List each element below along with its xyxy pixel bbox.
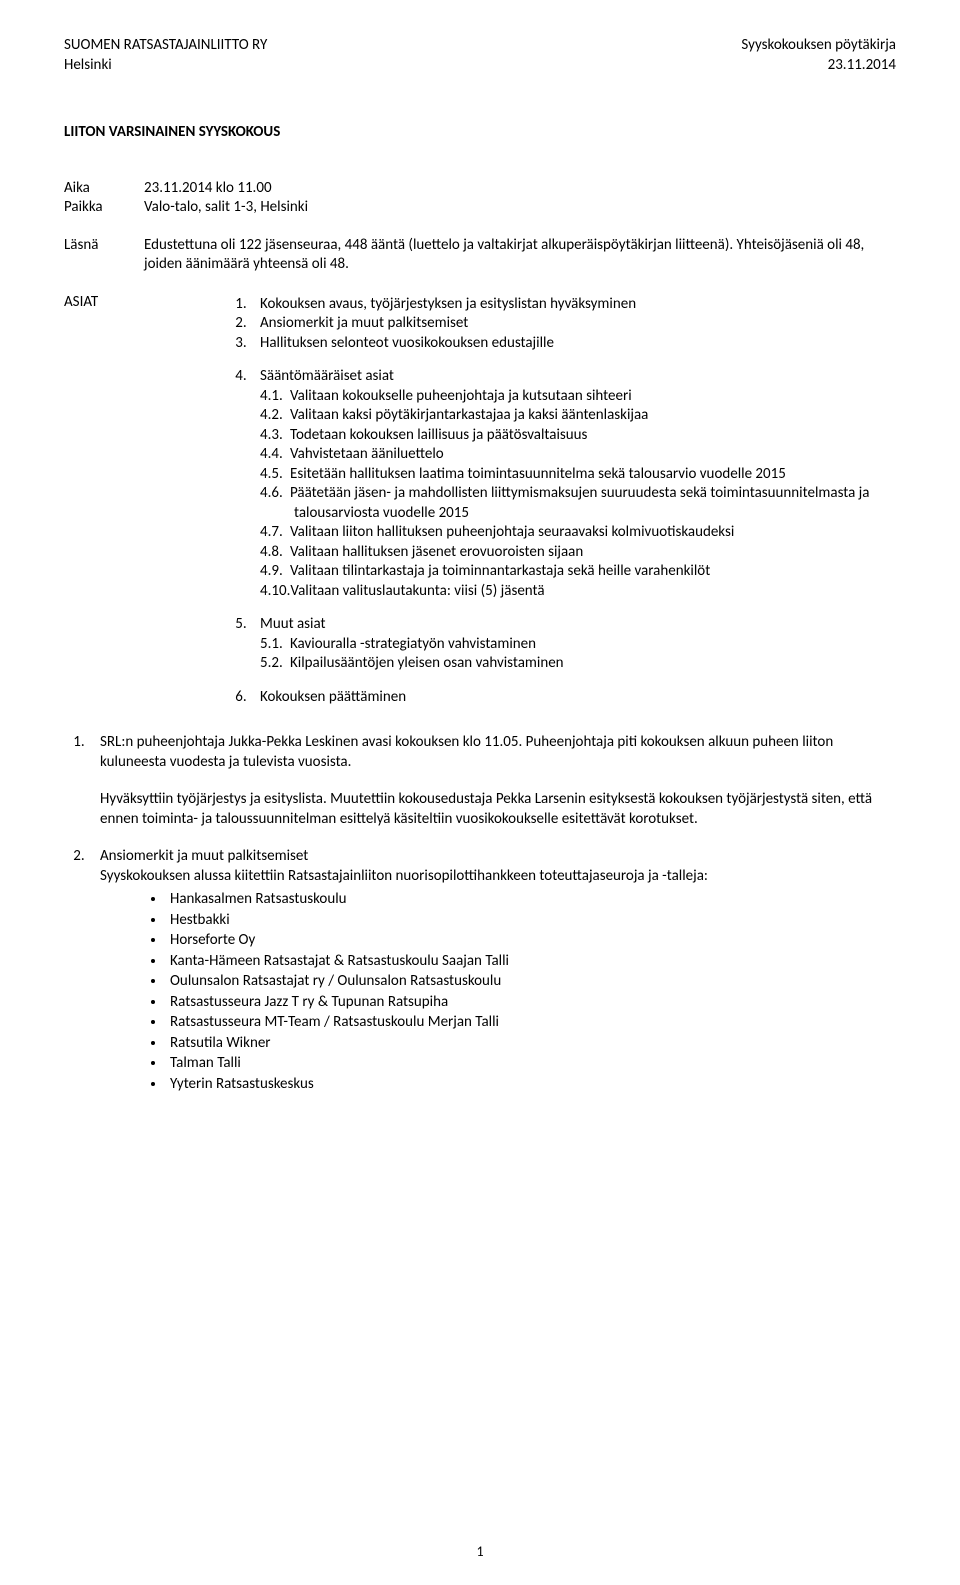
page-title: LIITON VARSINAINEN SYYSKOKOUS — [64, 123, 896, 143]
asiat-item-4-title: Sääntömääräiset asiat — [260, 367, 394, 385]
org-city: Helsinki — [64, 56, 267, 76]
asiat-5-1: 5.1.Kaviouralla -strategiatyön vahvistam… — [260, 635, 896, 655]
bullet-item: Yyterin Ratsastuskeskus — [166, 1075, 896, 1095]
asiat-4-4: 4.4.Vahvistetaan ääniluettelo — [260, 445, 896, 465]
doc-type: Syyskokouksen pöytäkirja — [741, 36, 896, 56]
asiat-item-2: Ansiomerkit ja muut palkitsemiset — [250, 314, 896, 334]
bullet-item: Oulunsalon Ratsastajat ry / Oulunsalon R… — [166, 972, 896, 992]
bullet-item: Hankasalmen Ratsastuskoulu — [166, 890, 896, 910]
bullet-item: Hestbakki — [166, 911, 896, 931]
asiat-4-5: 4.5.Esitetään hallituksen laatima toimin… — [260, 465, 896, 485]
header-left: SUOMEN RATSASTAJAINLIITTO RY Helsinki — [64, 36, 267, 75]
asiat-item-4: Sääntömääräiset asiat 4.1.Valitaan kokou… — [250, 367, 896, 601]
asiat-item-3: Hallituksen selonteot vuosikokouksen edu… — [250, 334, 896, 354]
asiat-5-2: 5.2.Kilpailusääntöjen yleisen osan vahvi… — [260, 654, 896, 674]
doc-date: 23.11.2014 — [741, 56, 896, 76]
body-2-title: Ansiomerkit ja muut palkitsemiset — [100, 847, 308, 865]
bullet-item: Talman Talli — [166, 1054, 896, 1074]
meta-paikka-label: Paikka — [64, 198, 144, 218]
asiat-4-3: 4.3.Todetaan kokouksen laillisuus ja pää… — [260, 426, 896, 446]
meta-aika: Aika 23.11.2014 klo 11.00 — [64, 179, 896, 199]
bullet-item: Horseforte Oy — [166, 931, 896, 951]
header-right: Syyskokouksen pöytäkirja 23.11.2014 — [741, 36, 896, 75]
asiat-item-6: Kokouksen päättäminen — [250, 688, 896, 708]
page-number: 1 — [476, 1543, 483, 1561]
asiat-4-1: 4.1.Valitaan kokoukselle puheenjohtaja j… — [260, 387, 896, 407]
meta-lasna-value: Edustettuna oli 122 jäsenseuraa, 448 ään… — [144, 236, 896, 275]
bullet-item: Ratsastusseura Jazz T ry & Tupunan Ratsu… — [166, 993, 896, 1013]
bullet-item: Ratsastusseura MT-Team / Ratsastuskoulu … — [166, 1013, 896, 1033]
meta-asiat-label: ASIAT — [64, 293, 144, 708]
body-1-para2: Hyväksyttiin työjärjestys ja esityslista… — [100, 790, 896, 829]
meta-paikka: Paikka Valo-talo, salit 1-3, Helsinki — [64, 198, 896, 218]
asiat-4-2: 4.2.Valitaan kaksi pöytäkirjantarkastaja… — [260, 406, 896, 426]
bullet-item: Ratsutila Wikner — [166, 1034, 896, 1054]
asiat-4-6: 4.6.Päätetään jäsen- ja mahdollisten lii… — [260, 484, 896, 523]
asiat-4-8: 4.8.Valitaan hallituksen jäsenet erovuor… — [260, 543, 896, 563]
body-list: SRL:n puheenjohtaja Jukka-Pekka Leskinen… — [64, 733, 896, 1094]
org-name: SUOMEN RATSASTAJAINLIITTO RY — [64, 36, 267, 56]
bullet-item: Kanta-Hämeen Ratsastajat & Ratsastuskoul… — [166, 952, 896, 972]
body-1-para1: SRL:n puheenjohtaja Jukka-Pekka Leskinen… — [100, 733, 833, 771]
asiat-4-sublist: 4.1.Valitaan kokoukselle puheenjohtaja j… — [260, 387, 896, 602]
asiat-list: Kokouksen avaus, työjärjestyksen ja esit… — [224, 295, 896, 708]
asiat-4-9: 4.9.Valitaan tilintarkastaja ja toiminna… — [260, 562, 896, 582]
body-2-bullets: Hankasalmen Ratsastuskoulu Hestbakki Hor… — [136, 890, 896, 1094]
asiat-5-sublist: 5.1.Kaviouralla -strategiatyön vahvistam… — [260, 635, 896, 674]
asiat-item-5: Muut asiat 5.1.Kaviouralla -strategiatyö… — [250, 615, 896, 674]
body-2-text: Syyskokouksen alussa kiitettiin Ratsasta… — [100, 867, 708, 885]
meta-paikka-value: Valo-talo, salit 1-3, Helsinki — [144, 198, 896, 218]
asiat-4-10: 4.10.Valitaan valituslautakunta: viisi (… — [260, 582, 896, 602]
meta-aika-label: Aika — [64, 179, 144, 199]
meta-lasna: Läsnä Edustettuna oli 122 jäsenseuraa, 4… — [64, 236, 896, 275]
asiat-4-7: 4.7.Valitaan liiton hallituksen puheenjo… — [260, 523, 896, 543]
meta-asiat: ASIAT Kokouksen avaus, työjärjestyksen j… — [64, 293, 896, 708]
body-item-1: SRL:n puheenjohtaja Jukka-Pekka Leskinen… — [88, 733, 896, 829]
meta-lasna-label: Läsnä — [64, 236, 144, 275]
page-header: SUOMEN RATSASTAJAINLIITTO RY Helsinki Sy… — [64, 36, 896, 75]
body-item-2: Ansiomerkit ja muut palkitsemiset Syysko… — [88, 847, 896, 1094]
asiat-item-5-title: Muut asiat — [260, 615, 326, 633]
asiat-item-1: Kokouksen avaus, työjärjestyksen ja esit… — [250, 295, 896, 315]
meta-aika-value: 23.11.2014 klo 11.00 — [144, 179, 896, 199]
